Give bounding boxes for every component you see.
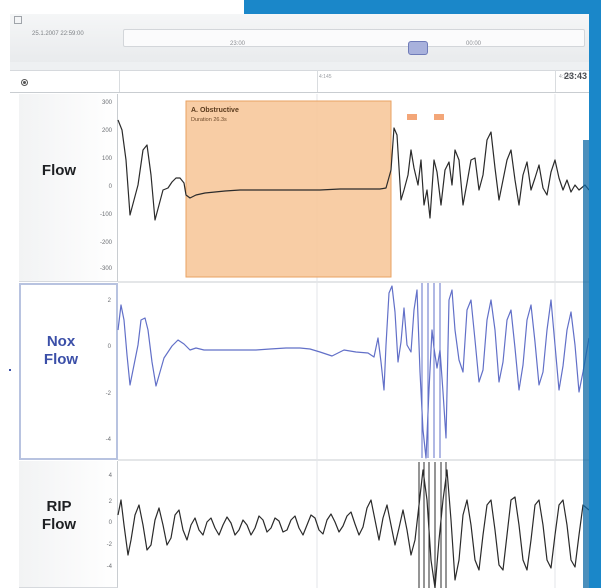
channel-label-flow[interactable]: Flow 300 200 100 0 -100 -200 -300 (19, 94, 118, 282)
channel-scale-tick: 0 (108, 520, 112, 526)
channel-scale-tick: 0 (108, 184, 112, 190)
channel-scale-tick: 0 (107, 344, 111, 350)
nox-artifact-bars (421, 283, 441, 458)
event-marker[interactable] (434, 114, 444, 120)
timeline-track[interactable] (123, 29, 585, 47)
channel-name: Flow (41, 162, 77, 179)
event-marker[interactable] (407, 114, 417, 120)
channel-name: RIP Flow (41, 498, 77, 533)
epoch-label: 4:146 (559, 74, 572, 80)
overview-timebar: 25.1.2007 22:59:00 23:00 00:00 (10, 14, 589, 63)
channel-scale-tick: 4 (108, 473, 112, 479)
channel-scale-tick: 300 (101, 100, 112, 106)
recording-datetime: 25.1.2007 22:59:00 (32, 31, 84, 37)
timeline-tick-label: 00:00 (466, 41, 482, 47)
current-time-label: 23:43 (563, 71, 587, 81)
record-target-icon[interactable] (21, 79, 28, 86)
channel-scale-tick: 100 (101, 156, 112, 162)
channel-scale-tick: -4 (106, 564, 112, 570)
window-accent-bar (244, 0, 601, 14)
timeline-tick-label: 23:00 (230, 41, 246, 47)
flow-trace (117, 119, 590, 221)
channel-scale-tick: 2 (108, 499, 112, 505)
time-ruler: 4:145 4:146 23:43 (10, 62, 589, 93)
ruler-divider (119, 70, 120, 92)
channel-name: Nox Flow (43, 333, 79, 368)
channel-scale-tick: 2 (107, 298, 111, 304)
channel-scale-tick: -100 (99, 212, 112, 218)
channel-scale-tick: -200 (99, 240, 112, 246)
event-title: A. Obstructive (191, 107, 239, 114)
channel-scale-tick: 200 (101, 128, 112, 134)
channel-label-rip-flow[interactable]: RIP Flow 4 2 0 -2 -4 (19, 461, 118, 588)
rip-artifact-bars (418, 462, 447, 588)
nox-flow-trace (117, 285, 590, 459)
event-duration: Duration 26.3s (191, 117, 227, 123)
epoch-label: 4:145 (319, 74, 332, 80)
channel-scale-tick: -300 (99, 266, 112, 272)
window-side-accent (589, 0, 601, 588)
rip-flow-trace (117, 469, 590, 588)
channel-scale-tick: -2 (106, 542, 112, 548)
timeline-position-handle[interactable] (408, 41, 428, 55)
channel-scale-tick: -2 (105, 391, 111, 397)
ruler-divider (555, 70, 556, 92)
active-channel-marker (9, 369, 11, 371)
channel-label-nox-flow[interactable]: Nox Flow 2 0 -2 -4 (19, 283, 118, 460)
channel-scale-tick: -4 (105, 437, 111, 443)
menu-icon[interactable] (14, 16, 22, 24)
right-edge-shadow (583, 140, 589, 588)
ruler-divider (317, 70, 318, 92)
ruler-scroll-strip[interactable] (10, 62, 589, 71)
